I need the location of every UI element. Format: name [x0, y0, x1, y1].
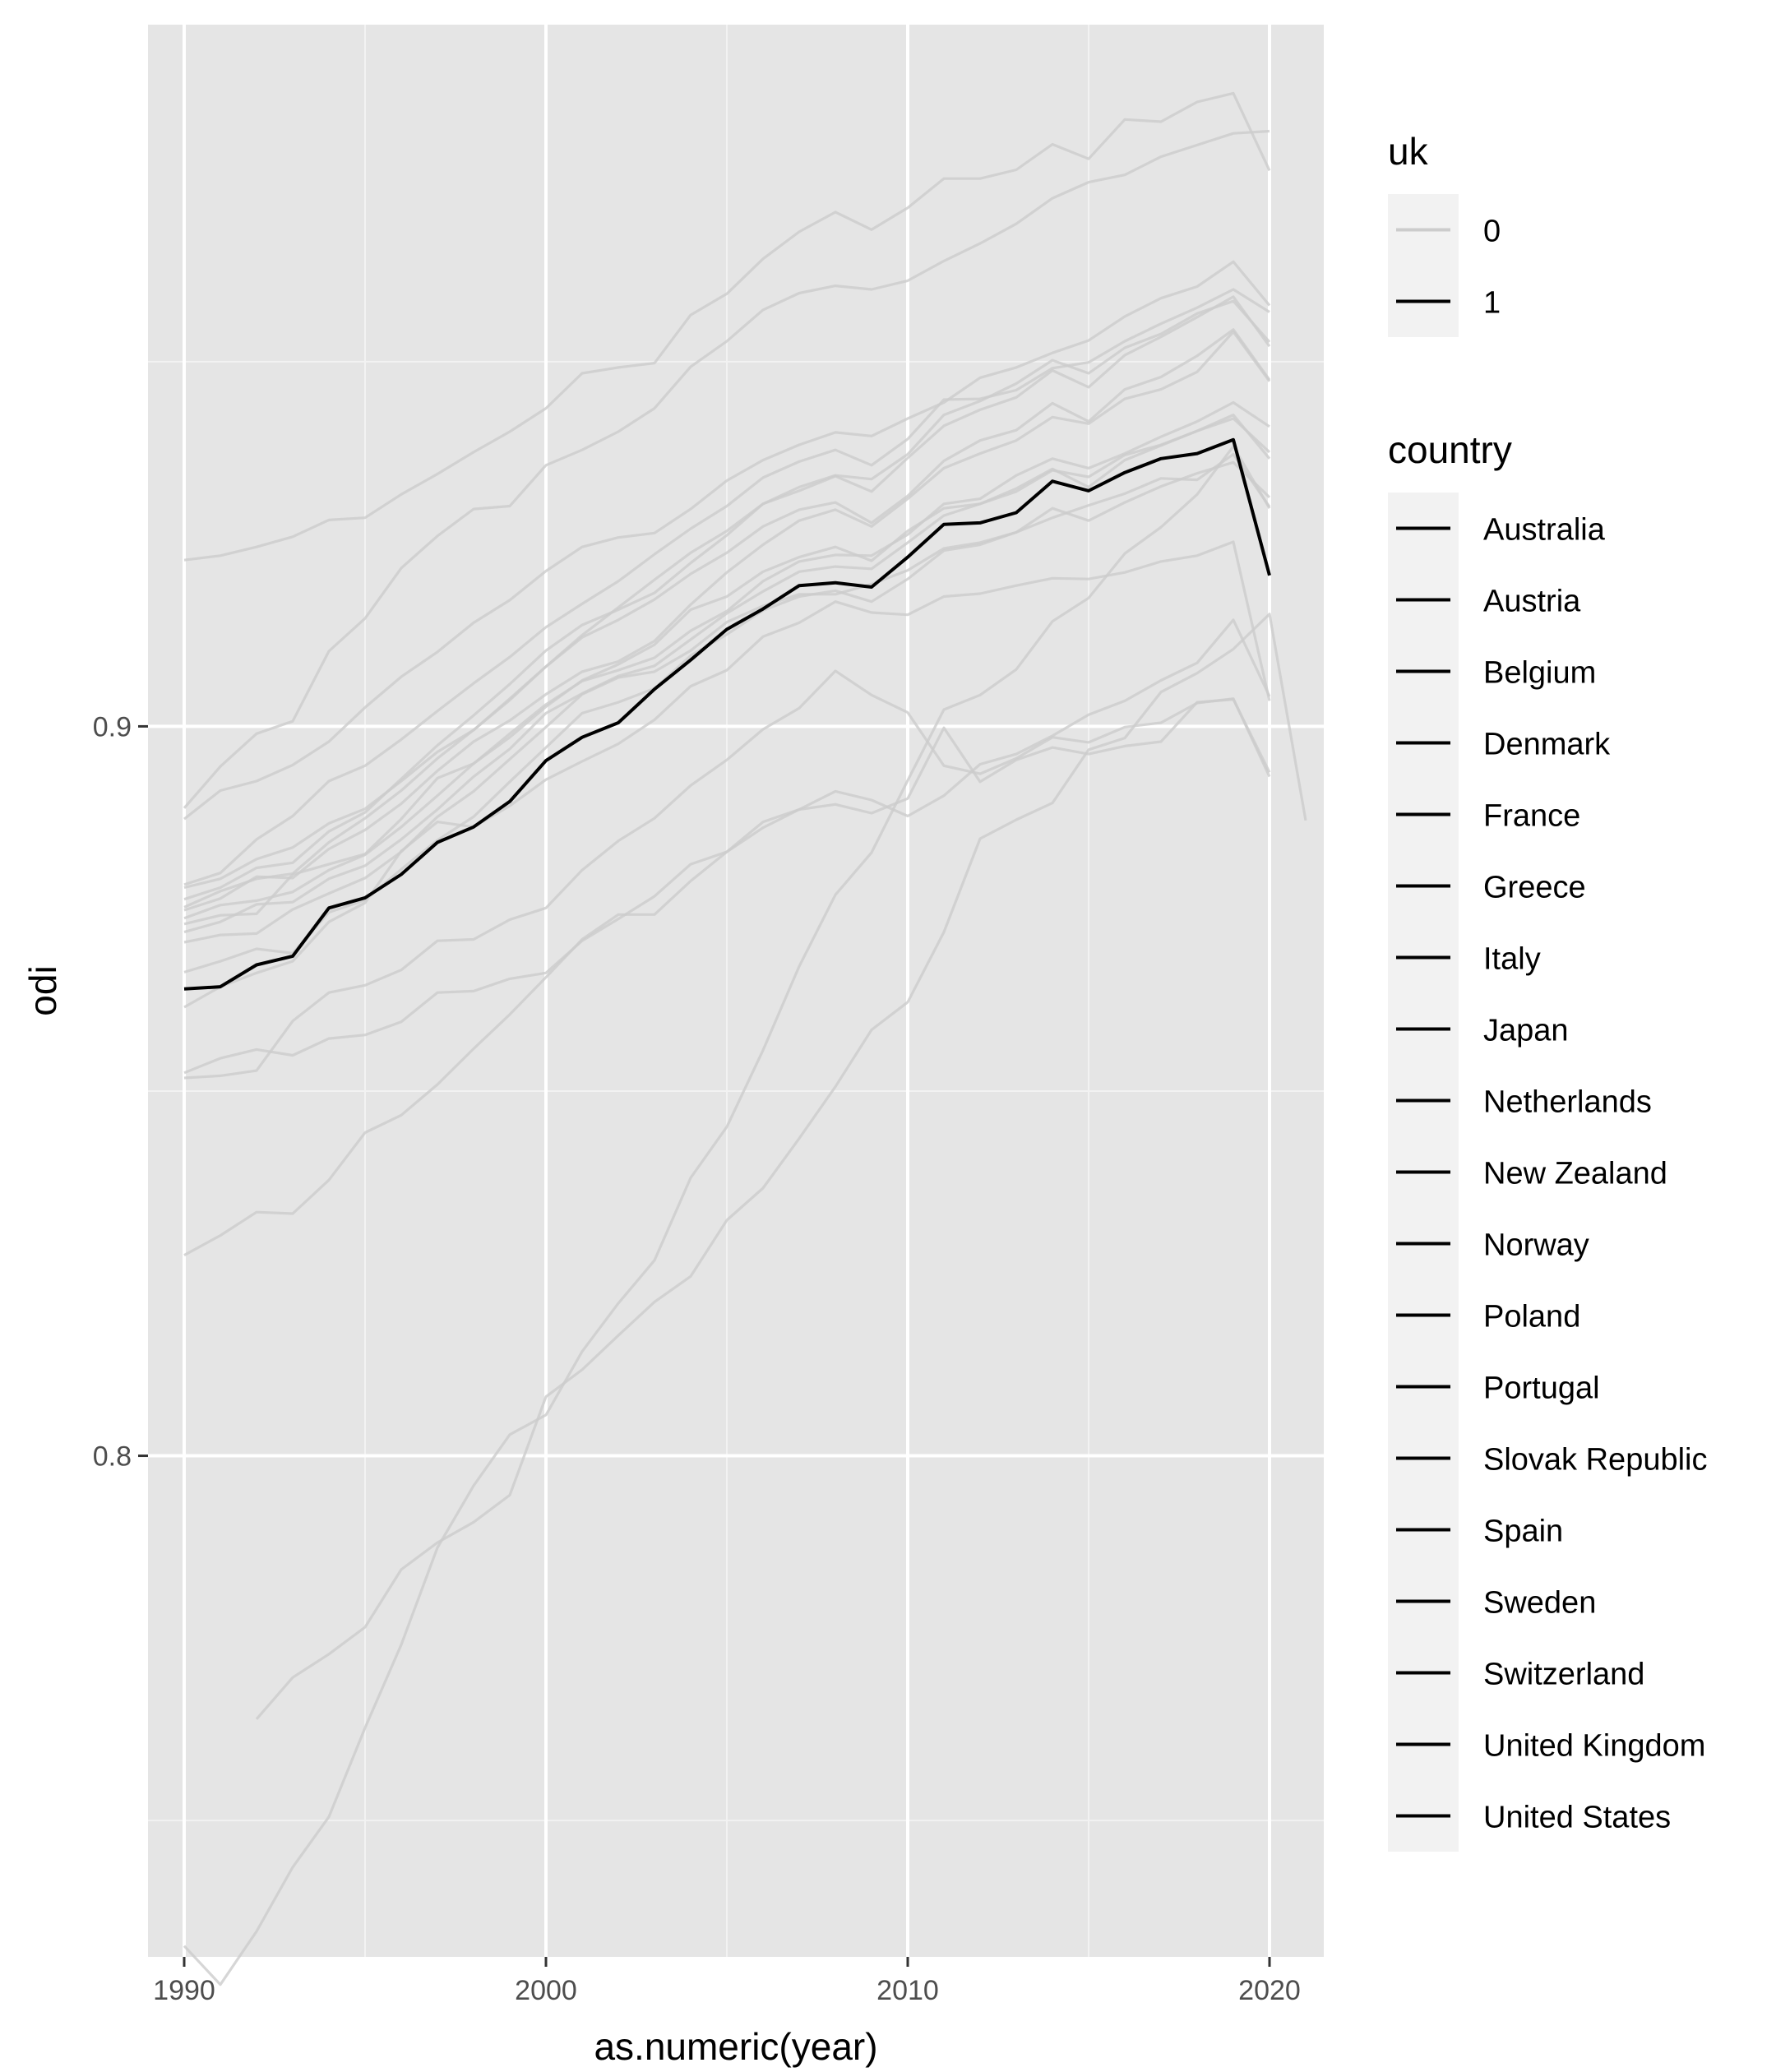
series-line-7 — [183, 328, 1271, 909]
x-tick-label: 1990 — [153, 1975, 215, 2006]
legend-label: Greece — [1483, 871, 1586, 905]
series-line-10 — [183, 414, 1271, 934]
series-line-11 — [183, 417, 1271, 926]
series-line-5 — [183, 295, 1271, 890]
y-tick-label: 0.8 — [93, 1441, 132, 1473]
legend-key-background — [1388, 194, 1459, 337]
legend-label: Australia — [1483, 513, 1606, 548]
series-line-17 — [183, 698, 1271, 1257]
legend-country: country Australia Austria Belgium Denmark Fr… — [1388, 428, 1707, 1852]
series-line-1 — [183, 91, 1271, 562]
series-line-13 — [183, 460, 1271, 974]
series-line-19 — [183, 445, 1271, 1986]
plot-panel — [148, 25, 1324, 1957]
series-line-8 — [183, 330, 1271, 912]
legend-label: Italy — [1483, 942, 1541, 977]
series-line-6 — [183, 299, 1271, 901]
minor-gridlines — [148, 25, 1324, 1957]
x-axis-title: as.numeric(year) — [594, 2025, 877, 2068]
legend-label: Poland — [1483, 1300, 1580, 1334]
legend-label: United States — [1483, 1801, 1671, 1835]
legend-label: Spain — [1483, 1515, 1563, 1549]
legend-label: United Kingdom — [1483, 1729, 1705, 1764]
legend-label: France — [1483, 799, 1580, 834]
y-axis-title: odi — [21, 965, 64, 1015]
x-tick-label: 2010 — [876, 1975, 939, 2006]
legend-label: Austria — [1483, 585, 1581, 619]
legend-label: New Zealand — [1483, 1157, 1667, 1191]
legend-label: Netherlands — [1483, 1085, 1652, 1120]
x-tick-label: 2000 — [515, 1975, 577, 2006]
legend-label: 1 — [1483, 286, 1501, 321]
series-line-4 — [183, 288, 1270, 886]
legend-label: Sweden — [1483, 1586, 1596, 1621]
series-lines — [183, 91, 1307, 1986]
legend-label: Portugal — [1483, 1371, 1600, 1406]
legend-label: Belgium — [1483, 656, 1596, 691]
legend-label: Denmark — [1483, 728, 1611, 762]
legend-uk-title: uk — [1388, 130, 1429, 173]
major-gridlines — [148, 25, 1324, 1957]
series-line-3 — [183, 260, 1271, 821]
legend-country-title: country — [1388, 428, 1512, 471]
legend-label: Switzerland — [1483, 1658, 1644, 1692]
series-line-18 — [255, 613, 1307, 1720]
legend-label: Slovak Republic — [1483, 1443, 1707, 1478]
legend-uk: uk 0 1 — [1388, 130, 1501, 337]
y-tick-label: 0.9 — [93, 711, 132, 742]
legend-label: Japan — [1483, 1014, 1569, 1048]
uk-line — [183, 437, 1271, 991]
series-line-14 — [183, 540, 1271, 1009]
legend-label: Norway — [1483, 1228, 1589, 1263]
x-axis: 1990 2000 2010 2020 — [153, 1957, 1301, 2006]
x-tick-label: 2020 — [1238, 1975, 1301, 2006]
series-line-2 — [183, 129, 1270, 809]
legend-label: 0 — [1483, 215, 1501, 249]
uk-series-line — [183, 437, 1271, 991]
series-line-16 — [183, 669, 1271, 1080]
series-line-12 — [183, 452, 1271, 944]
y-axis: 0.8 0.9 — [93, 711, 148, 1473]
